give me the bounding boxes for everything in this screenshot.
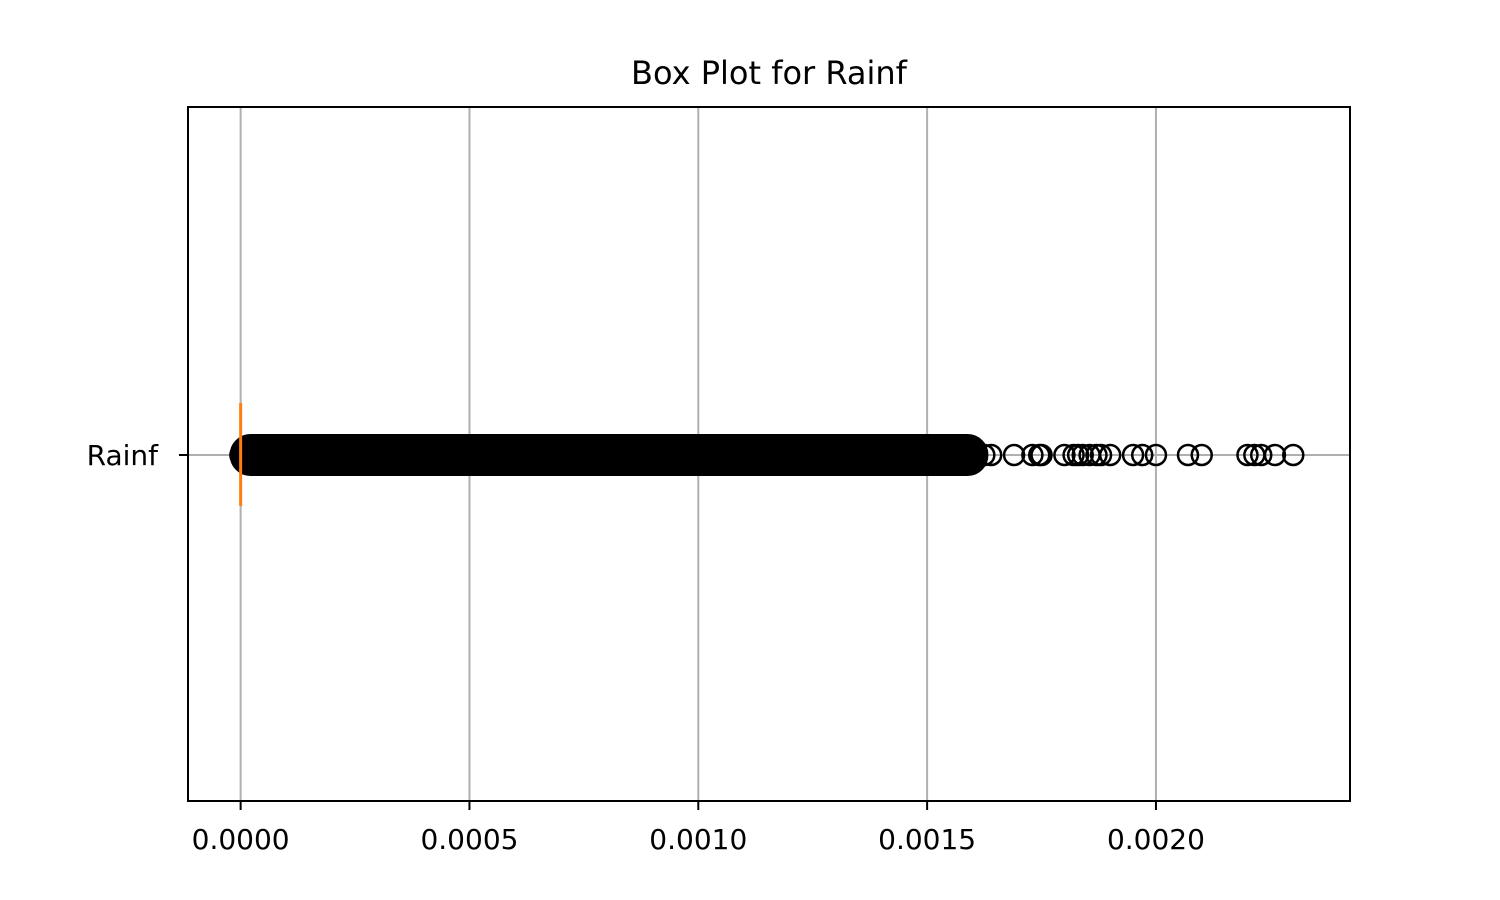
outlier-point xyxy=(1089,443,1113,467)
x-tick-label: 0.0015 xyxy=(878,823,976,856)
outlier-band xyxy=(229,434,989,476)
x-tick-label: 0.0020 xyxy=(1107,823,1205,856)
outlier-point xyxy=(1130,443,1154,467)
outlier-point xyxy=(938,443,962,467)
outlier-cluster xyxy=(229,434,989,476)
outlier-point xyxy=(915,443,939,467)
outlier-point xyxy=(979,443,1003,467)
x-axis-ticks: 0.0000 0.0005 0.0010 0.0015 0.0020 xyxy=(192,801,1205,856)
outlier-point xyxy=(1121,443,1145,467)
outlier-point xyxy=(641,443,665,467)
x-tick-label: 0.0005 xyxy=(420,823,518,856)
chart-title: Box Plot for Rainf xyxy=(631,54,908,92)
outlier-point xyxy=(1021,443,1044,467)
outlier-point xyxy=(869,443,893,467)
outlier-point xyxy=(973,443,996,467)
y-tick-label: Rainf xyxy=(87,439,160,472)
outlier-point xyxy=(503,443,527,467)
outlier-point xyxy=(1002,443,1026,467)
outlier-points xyxy=(973,443,1305,467)
outlier-point xyxy=(1249,443,1273,467)
outlier-point xyxy=(1144,443,1168,467)
outlier-point xyxy=(1236,443,1259,467)
outlier-point xyxy=(1263,443,1287,467)
outlier-point xyxy=(1053,443,1076,467)
outlier-point xyxy=(1190,443,1213,467)
x-tick-label: 0.0010 xyxy=(649,823,747,856)
outlier-point xyxy=(252,443,276,467)
outlier-point xyxy=(1071,443,1094,467)
outlier-point xyxy=(1030,443,1053,467)
outlier-point xyxy=(1176,443,1200,467)
outlier-point xyxy=(1098,443,1122,467)
y-axis-ticks: Rainf xyxy=(87,439,188,472)
x-tick-label: 0.0000 xyxy=(192,823,290,856)
outlier-point xyxy=(961,443,985,467)
outlier-point xyxy=(274,443,298,467)
outlier-point xyxy=(1282,443,1305,467)
outlier-point xyxy=(778,443,802,467)
outlier-point xyxy=(366,443,390,467)
